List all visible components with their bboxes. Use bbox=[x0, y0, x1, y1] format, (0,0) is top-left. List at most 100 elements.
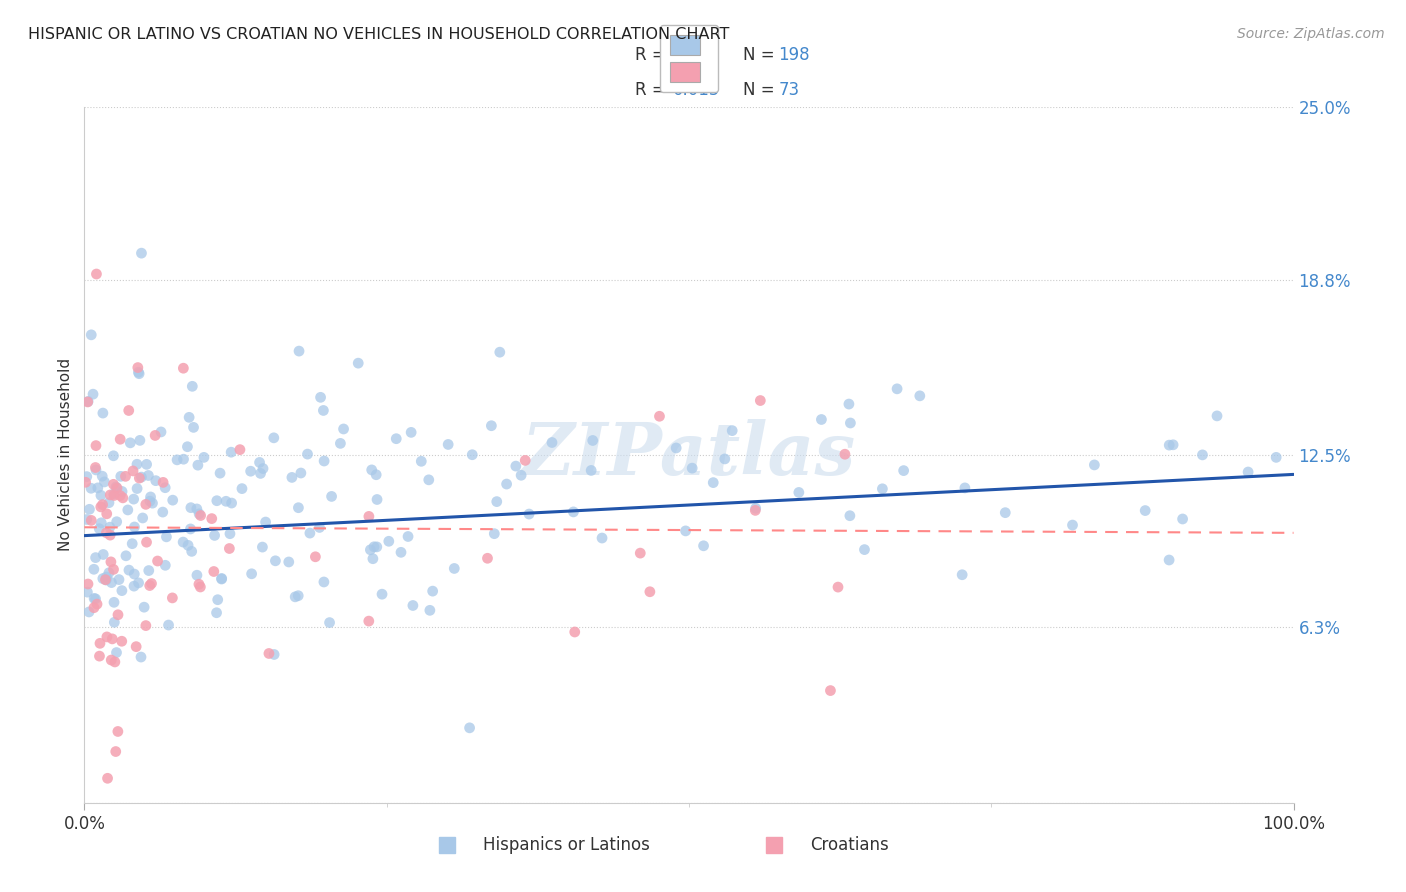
Point bbox=[115, 549, 138, 563]
Point bbox=[371, 587, 394, 601]
Point bbox=[127, 365, 149, 379]
Text: HISPANIC OR LATINO VS CROATIAN NO VEHICLES IN HOUSEHOLD CORRELATION CHART: HISPANIC OR LATINO VS CROATIAN NO VEHICL… bbox=[28, 27, 730, 42]
Point bbox=[98, 566, 121, 580]
Point bbox=[139, 490, 162, 504]
Point bbox=[125, 457, 148, 471]
Point bbox=[91, 469, 114, 483]
Point bbox=[89, 649, 111, 664]
Point bbox=[810, 412, 832, 426]
Point bbox=[77, 577, 100, 591]
Point bbox=[100, 575, 122, 590]
Point bbox=[176, 440, 198, 454]
Point bbox=[318, 615, 340, 630]
Point bbox=[838, 508, 860, 523]
Point bbox=[134, 600, 156, 615]
Point bbox=[103, 562, 125, 576]
Point bbox=[145, 474, 167, 488]
Point bbox=[181, 379, 204, 393]
Point bbox=[91, 572, 114, 586]
Point bbox=[994, 506, 1017, 520]
Point bbox=[321, 490, 343, 504]
Point bbox=[437, 437, 460, 451]
Point bbox=[787, 485, 810, 500]
Point bbox=[366, 467, 388, 482]
Point bbox=[675, 524, 697, 538]
Point bbox=[257, 647, 280, 661]
Text: N =: N = bbox=[744, 80, 780, 99]
Point bbox=[187, 577, 209, 591]
Text: Hispanics or Latinos: Hispanics or Latinos bbox=[484, 836, 650, 854]
Point bbox=[82, 387, 104, 401]
Point bbox=[84, 591, 107, 606]
Point bbox=[83, 600, 105, 615]
Point bbox=[111, 583, 134, 598]
Point bbox=[357, 614, 380, 628]
Point bbox=[827, 580, 849, 594]
Point bbox=[76, 512, 98, 526]
Point bbox=[83, 562, 105, 576]
Point bbox=[104, 655, 127, 669]
Point bbox=[950, 567, 973, 582]
Point bbox=[953, 481, 976, 495]
Point bbox=[153, 481, 176, 495]
Point bbox=[638, 584, 661, 599]
Point bbox=[329, 436, 352, 450]
Point bbox=[1159, 438, 1181, 452]
Point bbox=[495, 477, 517, 491]
Point bbox=[186, 568, 208, 582]
Point bbox=[872, 482, 894, 496]
Point bbox=[121, 537, 143, 551]
Point bbox=[363, 540, 385, 554]
Point bbox=[332, 422, 354, 436]
Point bbox=[131, 470, 153, 484]
Point bbox=[297, 447, 319, 461]
Point bbox=[152, 475, 174, 490]
Point bbox=[820, 683, 842, 698]
Text: 198: 198 bbox=[779, 45, 810, 64]
Point bbox=[579, 463, 602, 477]
Point bbox=[515, 453, 537, 467]
Point bbox=[107, 724, 129, 739]
Point bbox=[83, 591, 105, 606]
Point bbox=[96, 507, 118, 521]
Point bbox=[505, 459, 527, 474]
Point bbox=[91, 406, 114, 420]
Point bbox=[166, 453, 188, 467]
Point bbox=[100, 653, 122, 667]
Point bbox=[105, 481, 128, 495]
Point bbox=[361, 551, 384, 566]
Point bbox=[128, 434, 150, 448]
Point bbox=[314, 454, 336, 468]
Point bbox=[1206, 409, 1229, 423]
Point bbox=[138, 578, 160, 592]
Point bbox=[190, 580, 212, 594]
Point bbox=[219, 526, 242, 541]
Point bbox=[103, 615, 125, 630]
Point bbox=[264, 554, 287, 568]
Point bbox=[105, 646, 128, 660]
Point bbox=[108, 432, 131, 446]
Point bbox=[744, 501, 766, 516]
Point bbox=[359, 542, 381, 557]
Point bbox=[183, 420, 205, 434]
Point bbox=[125, 640, 148, 654]
Point bbox=[111, 484, 134, 499]
Text: ZIPatlas: ZIPatlas bbox=[522, 419, 856, 491]
Point bbox=[485, 494, 508, 508]
Point bbox=[510, 468, 533, 483]
Point bbox=[202, 565, 225, 579]
Point bbox=[141, 576, 163, 591]
Point bbox=[96, 573, 118, 587]
Point bbox=[155, 558, 177, 573]
Point bbox=[128, 367, 150, 381]
Point bbox=[1161, 438, 1184, 452]
Text: R =: R = bbox=[634, 80, 671, 99]
Point bbox=[366, 540, 388, 554]
Point bbox=[111, 491, 134, 505]
Point bbox=[853, 542, 876, 557]
Point bbox=[908, 389, 931, 403]
Point bbox=[131, 246, 153, 260]
Point bbox=[713, 451, 735, 466]
Point bbox=[162, 591, 184, 605]
Point bbox=[150, 425, 173, 439]
